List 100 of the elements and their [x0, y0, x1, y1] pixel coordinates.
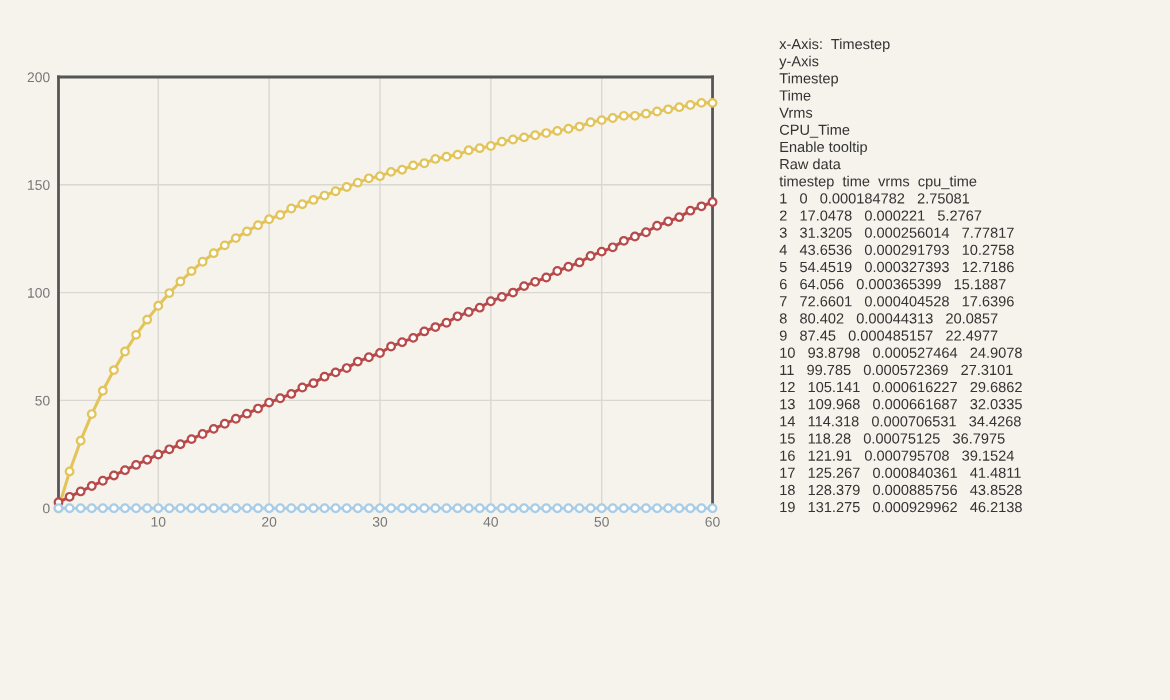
point	[607, 242, 618, 253]
point	[230, 233, 241, 244]
point	[75, 435, 86, 446]
point	[208, 503, 219, 514]
point	[474, 143, 485, 154]
point	[319, 503, 330, 514]
point	[86, 409, 97, 420]
point	[452, 503, 463, 514]
point	[175, 503, 186, 514]
point	[696, 503, 707, 514]
point	[563, 503, 574, 514]
text: 19 131.275 0.000929962 46.2138	[780, 501, 1022, 513]
point	[652, 220, 663, 231]
point	[552, 266, 563, 276]
point	[375, 503, 385, 514]
point	[341, 503, 352, 514]
point	[308, 194, 319, 205]
point	[297, 382, 308, 393]
point	[352, 356, 363, 367]
point	[563, 261, 574, 272]
point	[607, 113, 618, 123]
point	[419, 158, 430, 169]
point	[230, 503, 241, 514]
point	[530, 276, 541, 287]
point	[618, 235, 629, 246]
point	[286, 203, 297, 214]
x-tick-label: 20	[262, 516, 277, 527]
point	[663, 104, 674, 115]
point	[496, 136, 507, 147]
point	[109, 503, 119, 514]
point	[109, 365, 119, 376]
point	[208, 423, 219, 434]
point	[563, 123, 574, 134]
text: CPU_Time	[779, 124, 850, 138]
point	[97, 503, 108, 514]
point	[64, 466, 75, 477]
point	[197, 503, 208, 514]
point	[585, 251, 596, 261]
point	[596, 503, 607, 514]
point	[219, 418, 230, 429]
point	[175, 276, 186, 287]
y-tick-label: 0	[42, 503, 50, 514]
point	[142, 503, 153, 514]
point	[596, 246, 607, 257]
point	[319, 190, 330, 201]
point	[707, 97, 718, 108]
point	[375, 171, 385, 182]
point	[508, 503, 518, 514]
point	[164, 288, 175, 298]
point	[707, 503, 718, 514]
point	[630, 110, 640, 121]
point	[419, 326, 430, 337]
point	[618, 503, 629, 514]
point	[286, 389, 297, 399]
point	[541, 128, 552, 138]
point	[363, 503, 374, 514]
text: 14 114.318 0.000706531 34.4268	[780, 416, 1021, 427]
point	[219, 240, 230, 251]
point	[330, 503, 341, 514]
text: 4 43.6536 0.000291793 10.2758	[779, 244, 1014, 256]
point	[386, 341, 396, 352]
text: 1 0 0.000184782 2.75081	[780, 193, 970, 204]
point	[153, 503, 164, 514]
text: Enable tooltip	[780, 141, 867, 155]
point	[253, 503, 263, 514]
point	[485, 296, 496, 307]
point	[530, 130, 541, 141]
point	[142, 314, 153, 325]
point	[253, 403, 263, 414]
text: 2 17.0478 0.000221 5.2767	[779, 210, 982, 221]
point	[397, 337, 408, 348]
point	[64, 503, 75, 514]
text: 11 99.785 0.000572369 27.3101	[780, 364, 1013, 376]
point	[186, 266, 197, 277]
point	[696, 97, 707, 108]
point	[585, 117, 596, 128]
point	[197, 429, 208, 439]
point	[131, 459, 142, 470]
point	[496, 503, 507, 514]
point	[264, 397, 275, 408]
point	[430, 503, 441, 514]
point	[508, 287, 518, 298]
point	[574, 257, 585, 268]
point	[97, 385, 108, 396]
text: 5 54.4519 0.000327393 12.7186	[779, 261, 1014, 273]
point	[641, 108, 651, 119]
point	[641, 227, 651, 238]
y-tick-label: 100	[28, 287, 50, 298]
point	[430, 154, 441, 164]
point	[508, 134, 518, 145]
point	[685, 100, 696, 110]
point	[242, 503, 252, 514]
point	[519, 132, 530, 143]
point	[452, 311, 463, 322]
point	[641, 503, 651, 514]
text: Raw data	[780, 158, 841, 170]
point	[308, 503, 319, 514]
point	[164, 503, 175, 514]
text: timestep time vrms cpu_time	[779, 175, 977, 190]
point	[474, 503, 485, 514]
